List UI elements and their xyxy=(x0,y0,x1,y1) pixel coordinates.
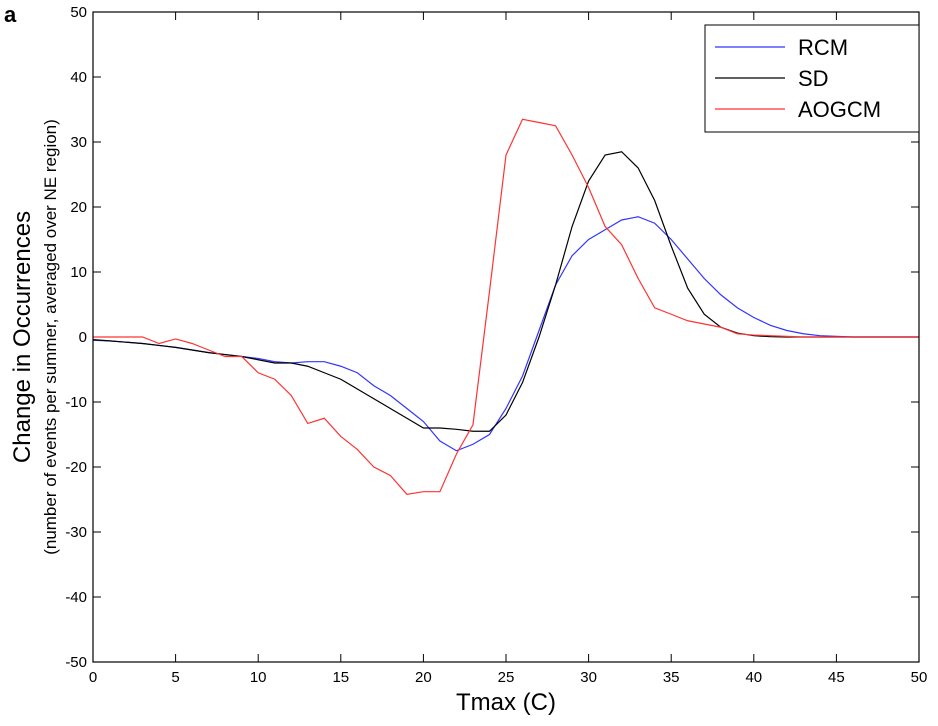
y-tick-label: 30 xyxy=(70,134,87,151)
x-axis-label: Tmax (C) xyxy=(456,689,556,716)
y-tick-label: -40 xyxy=(65,589,87,606)
y-axis-label: Change in Occurrences xyxy=(9,211,36,463)
x-tick-label: 20 xyxy=(415,669,432,686)
y-tick-label: -30 xyxy=(65,524,87,541)
y-tick-label: -10 xyxy=(65,394,87,411)
series-line xyxy=(92,151,919,432)
y-tick-label: 50 xyxy=(70,4,87,21)
plot-frame xyxy=(92,11,920,663)
legend-label: RCM xyxy=(798,35,848,60)
legend-label: AOGCM xyxy=(798,97,881,122)
series-line xyxy=(93,118,919,495)
x-tick-label: 10 xyxy=(250,669,267,686)
x-tick-label: 5 xyxy=(171,669,179,686)
y-axis-sublabel: (number of events per summer, averaged o… xyxy=(41,119,60,555)
x-tick-label: 15 xyxy=(332,669,349,686)
y-tick-label: 40 xyxy=(70,69,87,86)
y-tick-label: 20 xyxy=(70,199,87,216)
legend-label: SD xyxy=(798,66,829,91)
y-tick-label: 0 xyxy=(79,329,87,346)
x-tick-label: 30 xyxy=(580,669,597,686)
x-tick-label: 25 xyxy=(498,669,515,686)
y-tick-label: 10 xyxy=(70,264,87,281)
y-tick-label: -20 xyxy=(65,459,87,476)
x-tick-label: 35 xyxy=(663,669,680,686)
x-tick-label: 0 xyxy=(89,669,97,686)
panel-label: a xyxy=(4,2,17,27)
y-tick-label: -50 xyxy=(65,654,87,671)
x-tick-label: 40 xyxy=(745,669,762,686)
x-tick-label: 45 xyxy=(828,669,845,686)
x-tick-label: 50 xyxy=(911,669,928,686)
